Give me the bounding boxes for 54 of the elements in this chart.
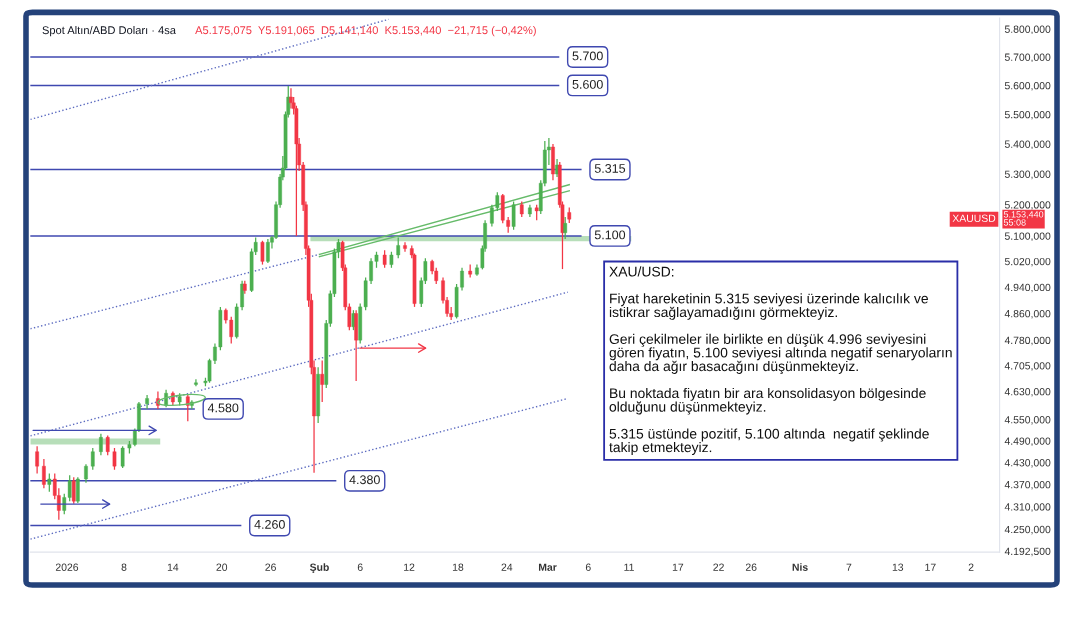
- y-tick-label: 4.630,000: [1004, 387, 1051, 397]
- annotation: XAUUSD: [952, 214, 996, 222]
- y-tick-label: 5.500,000: [1004, 110, 1051, 120]
- y-tick-label: 5.400,000: [1004, 140, 1051, 150]
- x-tick-label: 6: [357, 563, 363, 571]
- x-tick-label: 22: [713, 563, 724, 571]
- x-tick-label: 17: [672, 563, 684, 571]
- y-tick-label: 5.200,000: [1004, 201, 1051, 210]
- x-tick-label: 26: [265, 563, 276, 571]
- y-tick-label: 5.800,000: [1004, 25, 1051, 35]
- ref-line-label: 4.580: [207, 403, 239, 413]
- x-tick-label: 24: [501, 563, 513, 571]
- y-tick-label: 5.600,000: [1004, 81, 1051, 91]
- x-tick-label: 20: [216, 563, 228, 571]
- y-tick-label: 4.780,000: [1004, 336, 1051, 346]
- y-tick-label: 4.192,500: [1004, 547, 1051, 557]
- text: Spot Altın/ABD Doları · 4sa: [42, 25, 176, 37]
- annotation: A5.175,075 Y5.191,065 D5.141,140 K5.153,440 −21,715 (−0,42%): [195, 25, 536, 37]
- x-tick-label: Mar: [538, 563, 557, 571]
- ref-line-label: 4.380: [349, 475, 380, 485]
- text: 5.153,440 55:08: [1003, 211, 1044, 226]
- x-tick-label: 11: [624, 563, 634, 571]
- x-tick-label: 26: [745, 563, 757, 571]
- y-tick-label: 4.490,000: [1004, 437, 1051, 446]
- x-tick-label: 7: [846, 563, 852, 571]
- y-tick-label: 4.370,000: [1004, 480, 1051, 490]
- y-tick-label: 5.300,000: [1004, 170, 1051, 180]
- ref-line-label: 5.700: [572, 51, 603, 61]
- x-tick-label: Nis: [792, 563, 808, 571]
- y-tick-label: 4.550,000: [1004, 416, 1051, 425]
- x-tick-label: 2026: [55, 563, 79, 571]
- x-tick-label: 6: [585, 563, 591, 571]
- x-tick-label: 13: [892, 563, 904, 571]
- y-tick-label: 4.250,000: [1004, 525, 1051, 535]
- ref-line-label: 5.315: [594, 164, 626, 173]
- x-tick-label: 2: [968, 563, 974, 571]
- ref-line-label: 4.260: [254, 520, 285, 529]
- y-tick-label: 4.430,000: [1004, 459, 1051, 468]
- x-tick-label: 17: [925, 563, 936, 571]
- ref-line-label: 5.100: [594, 230, 626, 240]
- y-tick-label: 4.940,000: [1004, 283, 1051, 293]
- x-tick-label: 8: [121, 563, 127, 571]
- y-tick-label: 5.020,000: [1004, 257, 1051, 267]
- x-tick-label: 12: [404, 563, 415, 571]
- y-tick-label: 5.700,000: [1004, 53, 1051, 63]
- y-tick-label: 5.100,000: [1004, 232, 1051, 242]
- text: XAU/USD: Fiyat hareketinin 5.315 seviyesi üzerinde kalıcılık ve istikrar sağlayamadığını görmekteyiz. Geri çekilmeler ile birlikte en düşük 4.996 seviyesini gören fiyatın, 5.100 seviyesi altında negatif senaryoların daha da ağır basacağını düşünmekteyiz. Bu noktada fiyatın bir ara konsolidasyon bölgesinde olduğunu düşünmekteyiz. 5.315 üstünde pozitif, 5.100 altında negatif şeklinde takip etmekteyiz.: [609, 266, 952, 455]
- ref-line-label: 5.600: [572, 79, 603, 89]
- y-tick-label: 4.310,000: [1004, 503, 1051, 512]
- y-tick-label: 4.860,000: [1004, 309, 1051, 319]
- x-tick-label: Şub: [309, 563, 329, 573]
- x-tick-label: 18: [452, 563, 464, 571]
- y-tick-label: 4.705,000: [1004, 362, 1051, 371]
- x-tick-label: 14: [167, 563, 179, 571]
